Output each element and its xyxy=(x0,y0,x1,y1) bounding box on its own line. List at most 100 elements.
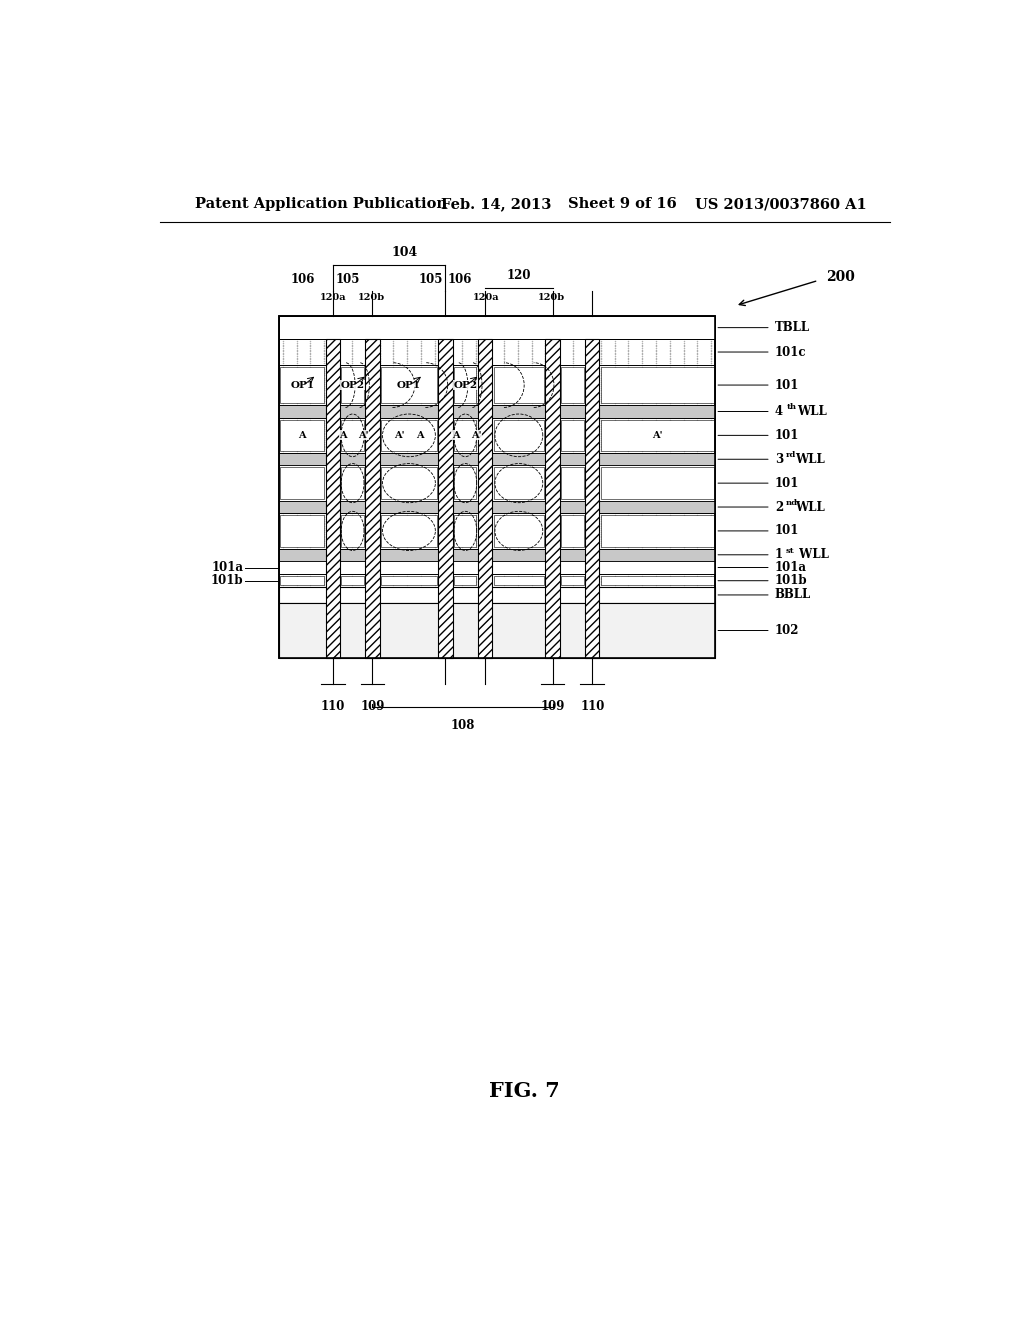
Bar xyxy=(478,339,493,659)
Text: 120a: 120a xyxy=(321,293,347,302)
Text: 101: 101 xyxy=(775,379,799,392)
Bar xyxy=(494,367,544,404)
Bar xyxy=(561,515,584,546)
Bar xyxy=(455,367,476,404)
Bar xyxy=(279,466,716,500)
Bar xyxy=(341,420,364,451)
Bar xyxy=(561,467,584,499)
Bar xyxy=(279,364,716,405)
Text: Feb. 14, 2013: Feb. 14, 2013 xyxy=(441,197,552,211)
Bar xyxy=(279,500,716,513)
Text: 109: 109 xyxy=(360,700,385,713)
Bar xyxy=(326,339,340,659)
Text: 102: 102 xyxy=(775,624,800,638)
Bar xyxy=(326,339,340,659)
Bar xyxy=(381,515,436,546)
Bar xyxy=(341,467,364,499)
Text: 105: 105 xyxy=(335,273,359,286)
Bar xyxy=(279,561,716,574)
Text: st: st xyxy=(785,546,795,554)
Bar xyxy=(381,467,436,499)
Bar xyxy=(546,339,560,659)
Text: 101a: 101a xyxy=(211,561,243,574)
Text: 4: 4 xyxy=(775,405,783,418)
Text: Sheet 9 of 16: Sheet 9 of 16 xyxy=(568,197,677,211)
Bar xyxy=(455,576,476,585)
Text: 120b: 120b xyxy=(358,293,385,302)
Bar xyxy=(279,513,716,549)
Text: WLL: WLL xyxy=(796,453,825,466)
Text: 106: 106 xyxy=(291,273,315,286)
Bar xyxy=(381,420,436,451)
Text: rd: rd xyxy=(785,451,797,459)
Bar xyxy=(341,367,364,404)
Text: 120b: 120b xyxy=(539,293,565,302)
Text: OP2: OP2 xyxy=(454,380,477,389)
Bar xyxy=(279,453,716,466)
Text: FIG. 7: FIG. 7 xyxy=(489,1081,560,1101)
Bar xyxy=(601,576,714,585)
Bar xyxy=(279,315,716,659)
Text: 101c: 101c xyxy=(775,346,806,359)
Text: 101b: 101b xyxy=(211,574,243,587)
Text: 3: 3 xyxy=(775,453,783,466)
Text: 120a: 120a xyxy=(473,293,500,302)
Text: 2: 2 xyxy=(775,500,783,513)
Text: OP1: OP1 xyxy=(290,380,314,389)
Bar xyxy=(494,515,544,546)
Text: 104: 104 xyxy=(392,246,418,259)
Bar xyxy=(561,576,584,585)
Text: BBLL: BBLL xyxy=(775,589,811,602)
Bar xyxy=(601,467,714,499)
Bar xyxy=(455,515,476,546)
Bar xyxy=(455,467,476,499)
Bar xyxy=(281,515,324,546)
Bar xyxy=(366,339,380,659)
Bar xyxy=(381,367,436,404)
Bar xyxy=(494,420,544,451)
Text: WLL: WLL xyxy=(797,405,826,418)
Text: A': A' xyxy=(394,430,404,440)
Text: 109: 109 xyxy=(541,700,565,713)
Text: 110: 110 xyxy=(580,700,604,713)
Bar xyxy=(279,405,716,417)
Text: 101a: 101a xyxy=(775,561,807,574)
Bar xyxy=(494,467,544,499)
Text: WLL: WLL xyxy=(796,500,825,513)
Bar xyxy=(478,339,493,659)
Text: th: th xyxy=(786,404,797,412)
Bar xyxy=(279,587,716,602)
Text: 101: 101 xyxy=(775,429,799,442)
Text: 1: 1 xyxy=(775,548,783,561)
Text: TBLL: TBLL xyxy=(775,321,810,334)
Bar xyxy=(341,576,364,585)
Bar xyxy=(561,420,584,451)
Text: A: A xyxy=(416,430,424,440)
Bar xyxy=(366,339,380,659)
Bar xyxy=(279,339,716,364)
Bar xyxy=(281,420,324,451)
Bar xyxy=(585,339,599,659)
Text: US 2013/0037860 A1: US 2013/0037860 A1 xyxy=(695,197,867,211)
Bar xyxy=(601,420,714,451)
Text: 101: 101 xyxy=(775,477,799,490)
Text: 105: 105 xyxy=(419,273,443,286)
Text: OP2: OP2 xyxy=(341,380,365,389)
Text: A: A xyxy=(452,430,460,440)
Text: WLL: WLL xyxy=(796,548,829,561)
Bar xyxy=(279,574,716,587)
Bar xyxy=(561,367,584,404)
Bar xyxy=(438,339,453,659)
Text: A: A xyxy=(339,430,347,440)
Bar xyxy=(585,339,599,659)
Text: nd: nd xyxy=(785,499,798,507)
Bar xyxy=(279,549,716,561)
Bar xyxy=(279,315,716,659)
Bar xyxy=(279,417,716,453)
Text: 101b: 101b xyxy=(775,574,807,587)
Bar xyxy=(438,339,453,659)
Text: 120: 120 xyxy=(507,269,531,282)
Bar xyxy=(281,576,324,585)
Text: A': A' xyxy=(471,430,481,440)
Bar xyxy=(381,576,436,585)
